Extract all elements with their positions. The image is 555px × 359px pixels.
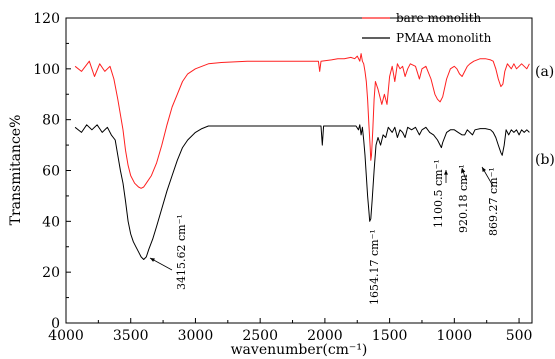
legend-label-bare: bare monolith <box>396 11 482 25</box>
x-tick-label: 3500 <box>113 328 149 344</box>
legend: bare monolith PMAA monolith <box>362 11 492 45</box>
peak-annotation: 1100.5 cm⁻¹ <box>432 159 445 228</box>
series-line-pmaa-monolith <box>74 124 530 260</box>
y-axis: 0 20 40 60 80 100 120 <box>33 11 71 332</box>
annotation-arrowhead <box>482 167 486 172</box>
peak-annotation: 3415.62 cm⁻¹ <box>175 214 188 290</box>
x-axis: 4000 3500 3000 2500 2000 1500 1000 500 <box>48 318 532 344</box>
annotation-layer: 3415.62 cm⁻¹ 1654.17 cm⁻¹ 1100.5 cm⁻¹ 920.1… <box>149 159 500 305</box>
peak-annotation: 920.18 cm⁻¹ <box>457 164 470 233</box>
x-tick-label: 4000 <box>48 328 84 344</box>
x-tick-label: 500 <box>506 328 533 344</box>
annotation-arrowhead <box>461 168 466 173</box>
y-tick-label: 0 <box>51 316 60 332</box>
annotation-arrowhead <box>150 258 155 262</box>
x-tick-label: 3000 <box>178 328 214 344</box>
x-tick-label: 1500 <box>372 328 408 344</box>
series-tag-b: (b) <box>535 152 555 168</box>
peak-annotation: 869.27 cm⁻¹ <box>487 167 500 236</box>
legend-label-pmaa: PMAA monolith <box>396 31 492 45</box>
x-tick-label: 2000 <box>307 328 343 344</box>
x-tick-label: 1000 <box>437 328 473 344</box>
y-axis-label: Transmitance% <box>8 115 24 226</box>
x-axis-label: wavenumber(cm⁻¹) <box>231 342 368 358</box>
y-tick-label: 100 <box>33 62 60 78</box>
y-tick-label: 60 <box>42 164 60 180</box>
peak-annotation: 1654.17 cm⁻¹ <box>368 229 381 305</box>
annotation-arrowhead <box>444 170 448 175</box>
y-tick-label: 80 <box>42 113 60 129</box>
series-line-bare-monolith <box>74 53 530 189</box>
y-tick-label: 20 <box>42 265 60 281</box>
series-tag-a: (a) <box>535 64 554 80</box>
y-tick-label: 120 <box>33 11 60 27</box>
y-tick-label: 40 <box>42 214 60 230</box>
series-layer <box>74 53 530 260</box>
x-tick-label: 2500 <box>242 328 278 344</box>
